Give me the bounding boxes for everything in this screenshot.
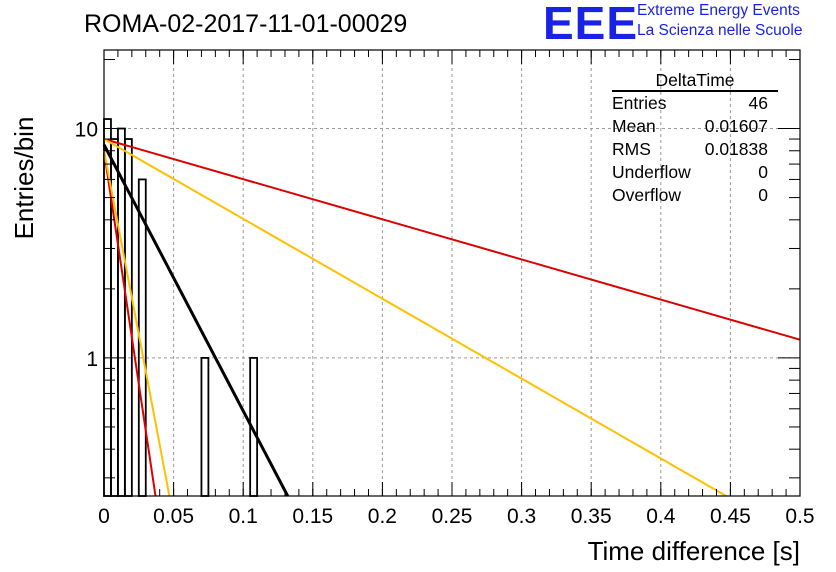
tick-labels: 0 0.05 0.1 0.15 0.2 0.25 0.3 0.35 0.4 0.45 0.5 1 10 [75,119,815,528]
x-tick-label: 0.1 [229,505,258,528]
x-tick-label: 0.5 [785,505,814,528]
ticks [103,50,801,496]
page-title: ROMA-02-2017-11-01-00029 [84,10,408,38]
stats-row: Overflow 0 [612,184,778,207]
fit-curve [103,138,727,497]
stats-label: RMS [612,139,651,159]
fit-curves [102,138,801,497]
fit-curve [103,150,157,497]
x-axis-label: Time difference [s] [588,536,800,566]
stats-row: Entries 46 [612,92,778,115]
stats-value: 0 [758,185,768,205]
fit-curve [103,138,801,341]
stats-label: Overflow [612,185,682,205]
x-tick-label: 0.05 [153,505,194,528]
x-tick-label: 0.45 [710,505,751,528]
x-tick-label: 0.15 [292,505,333,528]
x-tick-label: 0 [98,505,110,528]
y-tick-label: 1 [86,348,98,371]
stats-value: 0.01838 [704,139,768,159]
x-tick-label: 0.25 [432,505,473,528]
x-tick-label: 0.35 [571,505,612,528]
stats-label: Entries [612,93,667,113]
fit-curve [102,144,290,497]
stats-title: DeltaTime [612,70,778,92]
stats-row: RMS 0.01838 [612,138,778,161]
stats-row: Mean 0.01607 [612,115,778,138]
stats-label: Underflow [612,162,691,182]
stats-label: Mean [612,116,656,136]
x-tick-label: 0.4 [646,505,676,528]
logo-text-line1: Extreme Energy Events [637,2,800,19]
y-tick-label: 10 [75,119,98,142]
x-tick-label: 0.2 [368,505,397,528]
stats-row: Underflow 0 [612,161,778,184]
stats-value: 46 [748,93,768,113]
grid [104,50,800,496]
fit-curve [103,150,171,497]
eee-logo: EEE [543,0,639,49]
stats-value: 0 [758,162,768,182]
logo-text-line2: La Scienza nelle Scuole [637,22,803,39]
x-tick-label: 0.3 [507,505,536,528]
y-axis-label: Entries/bin [9,117,39,240]
stats-box: DeltaTime Entries 46 Mean 0.01607 RMS 0.… [612,70,778,207]
stats-value: 0.01607 [704,116,768,136]
